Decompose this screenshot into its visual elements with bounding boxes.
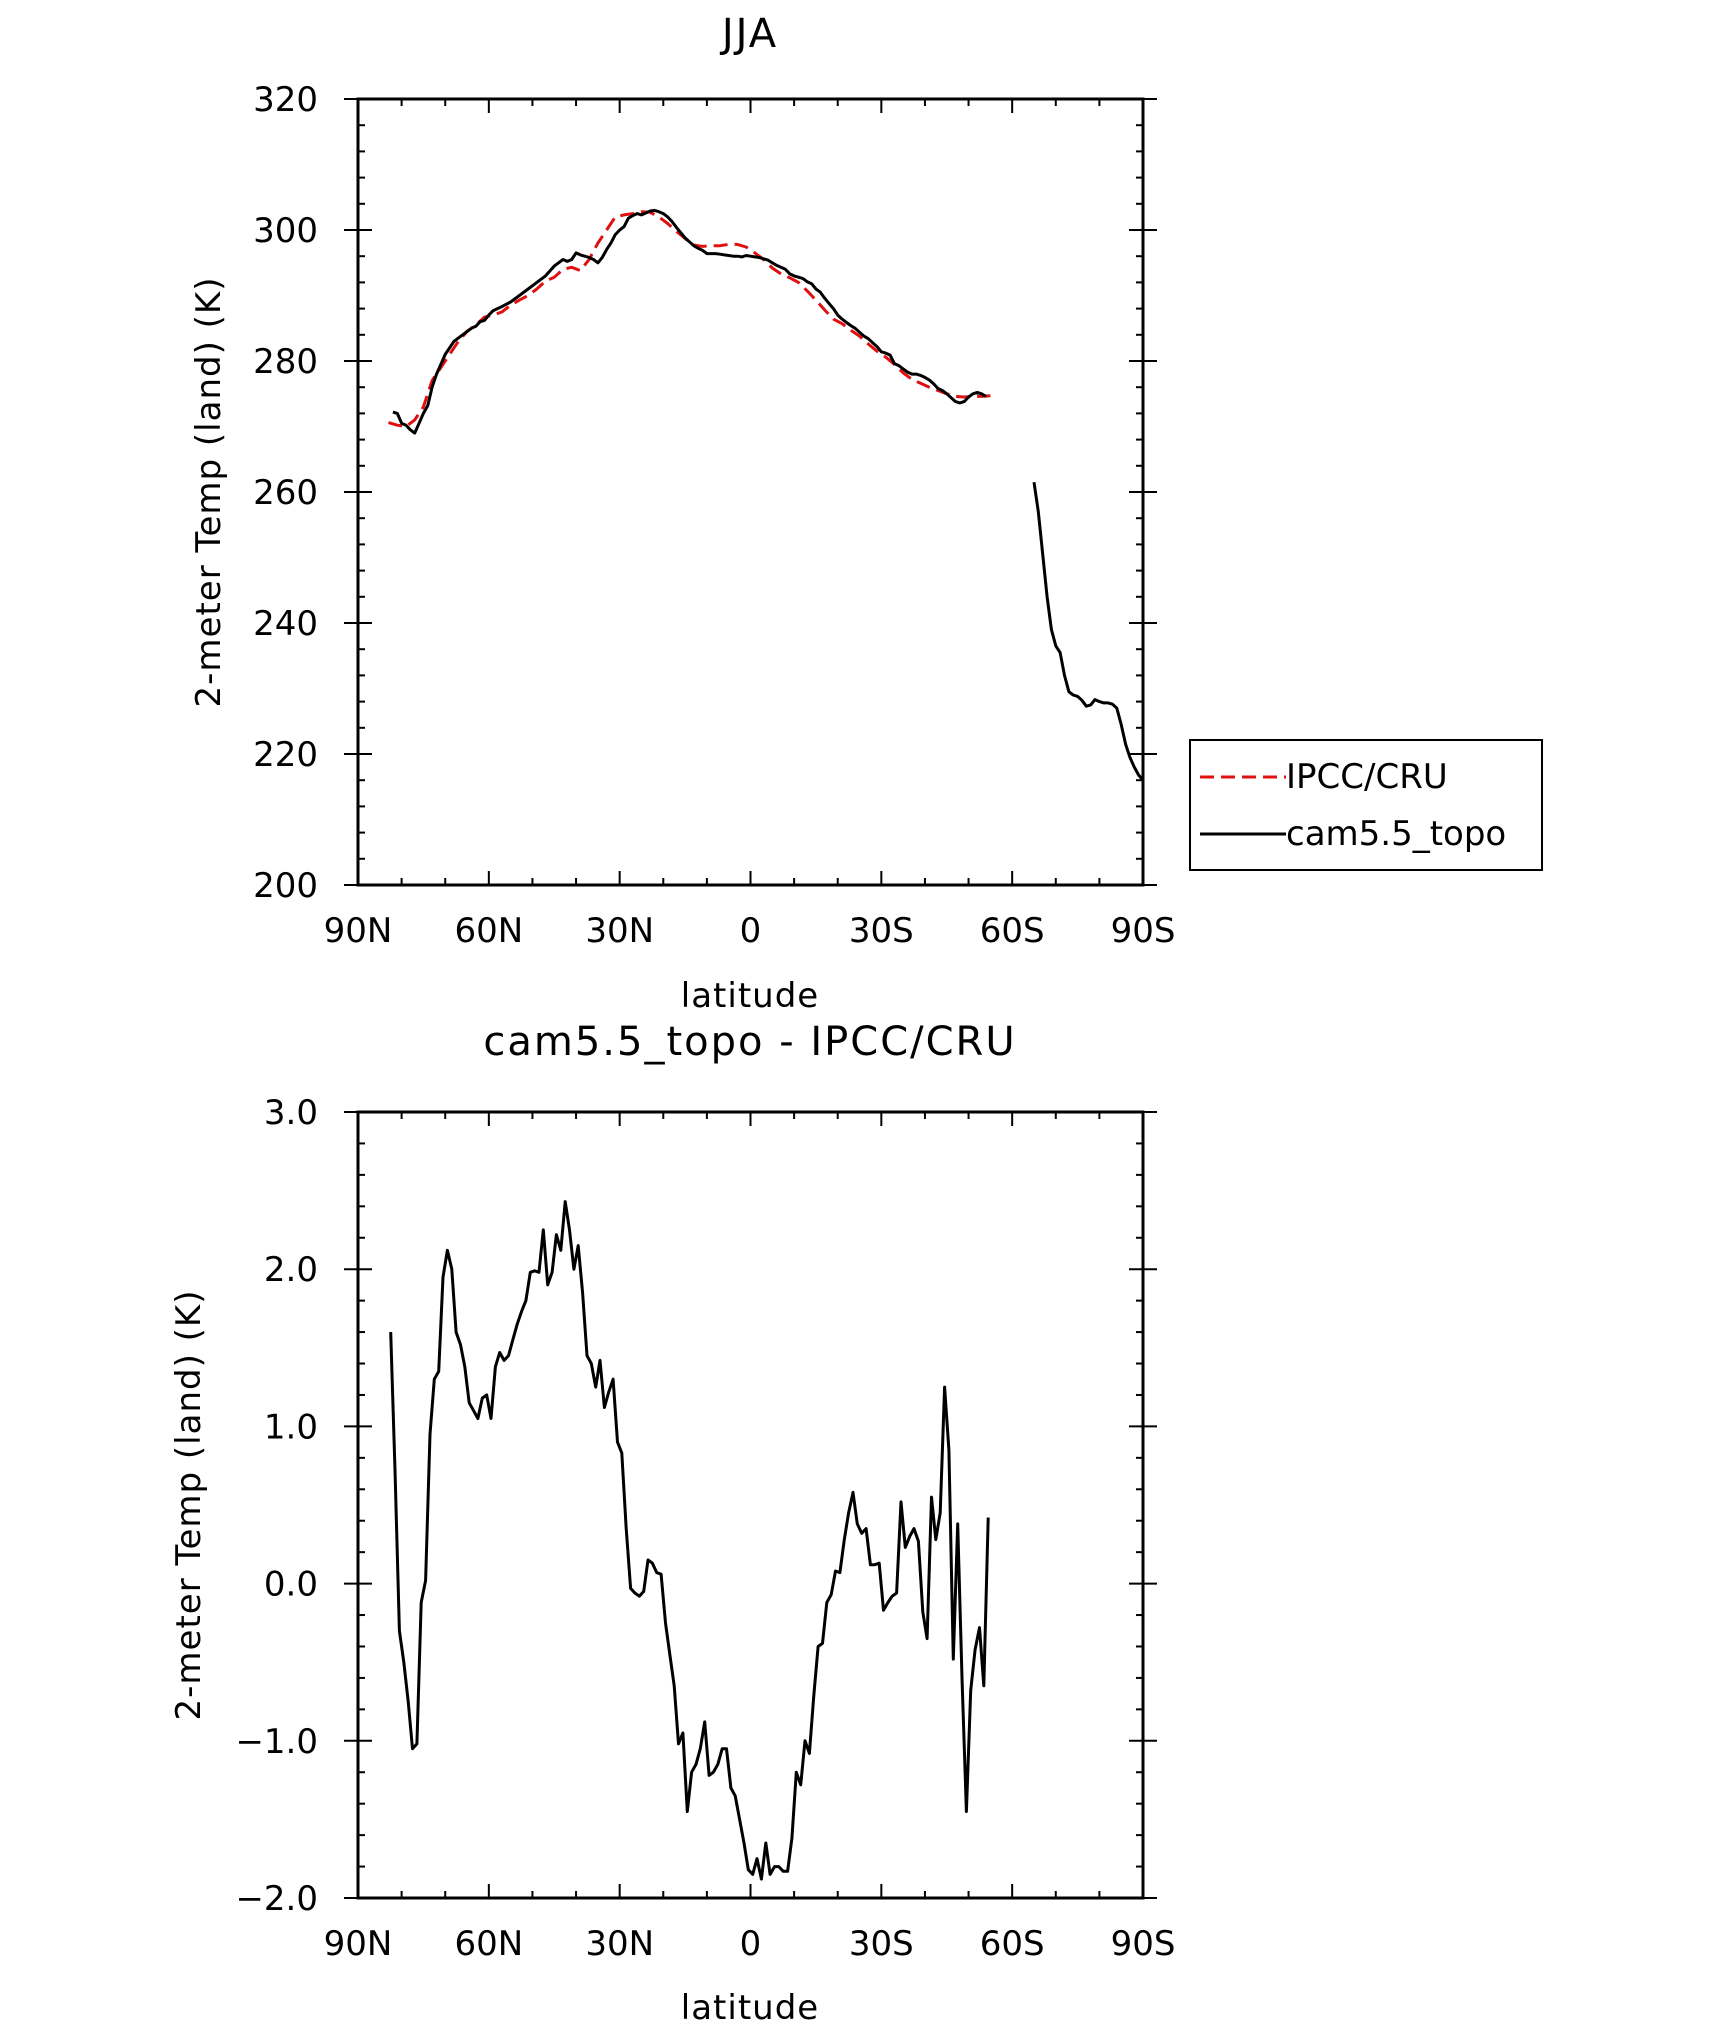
x-tick-label-top: 30N [585,911,654,951]
x-tick-label-top: 90S [1111,911,1176,951]
plot-frame-bottom [356,1110,1145,1900]
y-tick-label-bottom: −1.0 [235,1722,318,1762]
x-tick-label-top: 90N [324,911,393,951]
chart-title-bottom: cam5.5_topo - IPCC/CRU [483,1019,1016,1065]
series-line-bottom-segment-0 [389,1200,990,1881]
y-tick-label-bottom: 0.0 [264,1565,318,1605]
x-tick-label-top: 60S [980,911,1045,951]
y-tick-label-top: 220 [253,735,318,775]
x-tick-label-bottom: 0 [740,1924,762,1964]
y-tick-label-bottom: 3.0 [264,1093,318,1133]
axis-ticks-top: 90N 60N 30N 0 30S 60S 90S 200 220 240 260 280 300 320 [253,80,1175,951]
x-tick-label-top: 30S [849,911,914,951]
series-line-top-ipcc-cru [388,210,991,428]
y-axis-label-bottom: 2-meter Temp (land) (K) [169,1290,209,1721]
legend-frame [1189,739,1543,871]
y-tick-label-bottom: 2.0 [264,1250,318,1290]
x-tick-label-top: 60N [454,911,523,951]
series-line-top-cam5-5-topo [392,208,987,435]
x-axis-label-top: latitude [681,976,819,1016]
legend-label-ipcc-cru: IPCC/CRU [1286,757,1448,797]
y-tick-label-top: 300 [253,211,318,251]
x-tick-label-bottom: 60S [980,1924,1045,1964]
plot-lines-top [388,208,1145,782]
chart-panel-top: JJA 90N 60N 30N 0 30S 60S 90S 200 220 240 260 280 30… [189,11,1543,1016]
x-tick-label-bottom: 30N [585,1924,654,1964]
y-tick-label-top: 240 [253,604,318,644]
y-axis-label-top: 2-meter Temp (land) (K) [189,277,229,708]
y-tick-label-top: 280 [253,342,318,382]
y-tick-label-top: 320 [253,80,318,120]
x-tick-label-bottom: 90N [324,1924,393,1964]
chart-panel-bottom: cam5.5_topo - IPCC/CRU 90N 60N 30N 0 30S 60S 9… [169,1019,1175,2021]
y-tick-label-bottom: 1.0 [264,1407,318,1447]
y-tick-label-top: 200 [253,866,318,906]
x-axis-label-bottom: latitude [681,1988,819,2021]
legend: IPCC/CRU cam5.5_topo [1189,739,1543,871]
y-tick-label-top: 260 [253,473,318,513]
y-tick-label-bottom: −2.0 [235,1879,318,1919]
legend-label-cam5-5-topo: cam5.5_topo [1286,814,1506,854]
axis-ticks-bottom: 90N 60N 30N 0 30S 60S 90S −2.0 −1.0 0.0 1.0 2.0 3.0 [235,1093,1175,1964]
chart-title-top: JJA [719,11,778,57]
plot-frame-top [356,97,1145,887]
x-tick-label-top: 0 [740,911,762,951]
plot-lines-bottom [389,1200,990,1881]
x-tick-label-bottom: 60N [454,1924,523,1964]
series-line-top-segment-2 [1032,481,1145,782]
x-tick-label-bottom: 30S [849,1924,914,1964]
x-tick-label-bottom: 90S [1111,1924,1176,1964]
